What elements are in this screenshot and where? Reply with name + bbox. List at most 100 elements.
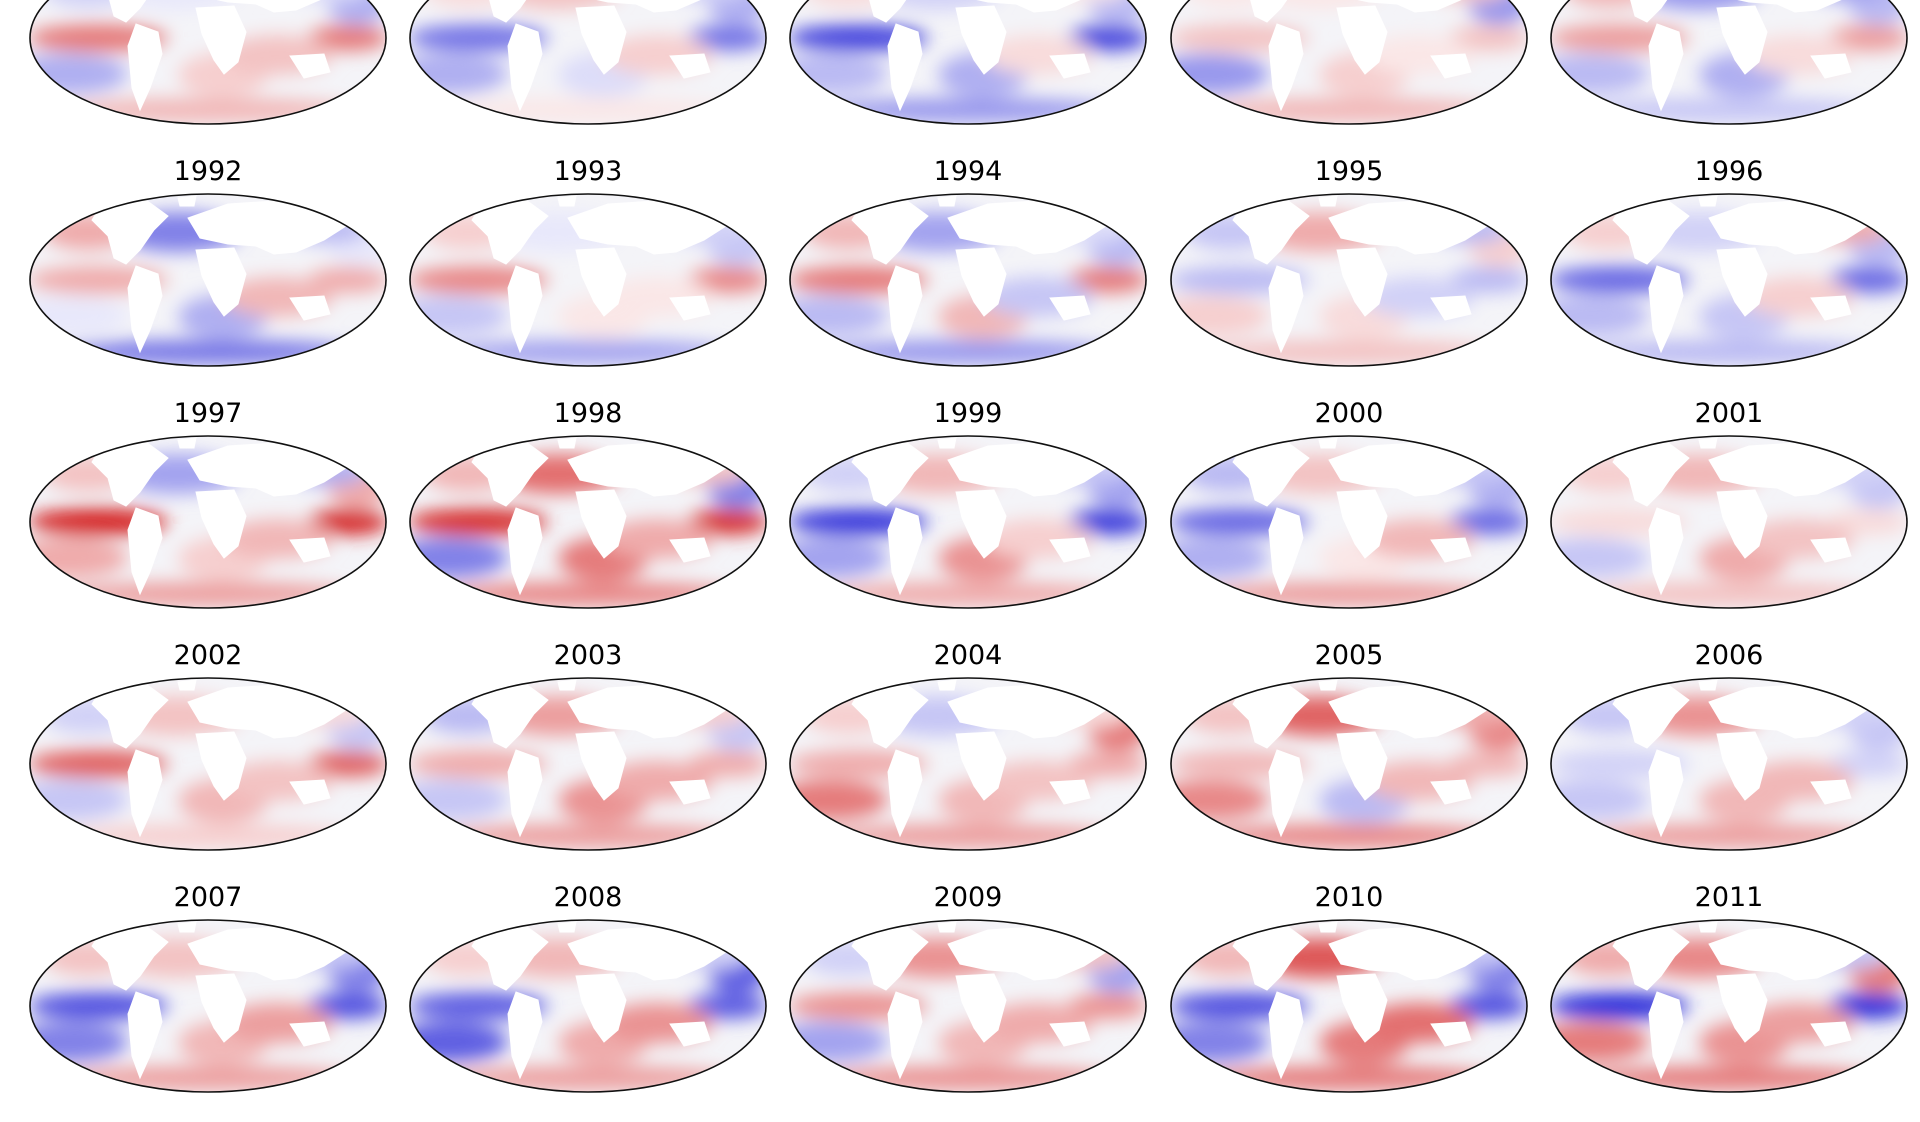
anomaly-map — [1170, 193, 1528, 367]
anomaly-map — [29, 677, 387, 851]
anomaly-region — [1068, 751, 1146, 777]
map-outline — [409, 0, 767, 125]
map-panel: 1998 — [408, 396, 768, 638]
anomaly-region — [818, 582, 1118, 606]
anomaly-region — [1449, 993, 1527, 1019]
land-mask — [851, 925, 929, 991]
anomaly-region — [1199, 98, 1499, 122]
land-mask — [177, 195, 197, 207]
land-mask — [1318, 195, 1338, 207]
anomaly-map — [29, 193, 387, 367]
map-panel: 2011 — [1549, 880, 1909, 1122]
land-mask — [567, 0, 727, 13]
panel-year-title: 2005 — [1314, 640, 1384, 671]
land-mask — [1716, 489, 1768, 559]
map-outline — [1170, 193, 1528, 367]
land-mask — [1716, 5, 1768, 75]
anomaly-region — [1579, 98, 1879, 122]
anomaly-region — [58, 582, 358, 606]
anomaly-map — [409, 677, 767, 851]
land-mask — [1232, 441, 1310, 507]
map-outline — [1550, 193, 1908, 367]
land-mask — [1716, 973, 1768, 1043]
panel-year-title: 1994 — [933, 156, 1003, 187]
anomaly-region — [1579, 1066, 1879, 1090]
panel-year-title: 2004 — [933, 640, 1003, 671]
anomaly-region — [328, 0, 386, 25]
land-mask — [91, 683, 169, 749]
land-mask — [1336, 731, 1388, 801]
anomaly-region — [1068, 509, 1146, 535]
land-mask — [289, 1021, 331, 1047]
anomaly-map — [29, 435, 387, 609]
land-mask — [471, 925, 549, 991]
map-outline — [1550, 0, 1908, 125]
land-mask — [91, 925, 169, 991]
land-mask — [127, 23, 163, 112]
land-mask — [195, 247, 247, 317]
land-mask — [669, 537, 711, 563]
map-outline — [789, 677, 1147, 851]
land-mask — [289, 537, 331, 563]
land-mask — [91, 199, 169, 265]
panel-year-title: 2009 — [933, 882, 1003, 913]
land-mask — [1708, 0, 1868, 13]
land-mask — [127, 507, 163, 596]
panel-year-title: 1998 — [553, 398, 623, 429]
anomaly-map — [789, 677, 1147, 851]
anomaly-region — [1068, 25, 1146, 51]
anomaly-map — [1170, 435, 1528, 609]
map-panel — [28, 0, 388, 154]
anomaly-region — [308, 25, 386, 51]
map-panel: 2002 — [28, 638, 388, 880]
panel-year-title: 1995 — [1314, 156, 1384, 187]
anomaly-map — [789, 919, 1147, 1093]
land-mask — [947, 0, 1107, 13]
map-panel: 2004 — [788, 638, 1148, 880]
panel-year-title: 1993 — [553, 156, 623, 187]
anomaly-region — [1449, 751, 1527, 777]
land-mask — [127, 749, 163, 838]
panel-year-title: 1997 — [173, 398, 243, 429]
land-mask — [1648, 265, 1684, 354]
map-outline — [29, 435, 387, 609]
panel-year-title: 2000 — [1314, 398, 1384, 429]
land-mask — [195, 489, 247, 559]
map-panel: 2003 — [408, 638, 768, 880]
anomaly-region — [688, 267, 766, 293]
panel-year-title: 1996 — [1694, 156, 1764, 187]
anomaly-map — [29, 0, 387, 125]
land-mask — [507, 991, 543, 1080]
land-mask — [575, 973, 627, 1043]
map-panel: 2001 — [1549, 396, 1909, 638]
land-mask — [669, 53, 711, 79]
land-mask — [1430, 537, 1472, 563]
land-mask — [1810, 779, 1852, 805]
map-outline — [409, 677, 767, 851]
land-mask — [1318, 679, 1338, 691]
anomaly-region — [688, 509, 766, 535]
land-mask — [1232, 0, 1310, 23]
land-mask — [1648, 749, 1684, 838]
land-mask — [471, 683, 549, 749]
land-mask — [1430, 295, 1472, 321]
land-mask — [1698, 437, 1718, 449]
land-mask — [937, 921, 957, 933]
panel-year-title: 2006 — [1694, 640, 1764, 671]
anomaly-map — [1550, 193, 1908, 367]
map-panel: 2006 — [1549, 638, 1909, 880]
land-mask — [1716, 247, 1768, 317]
map-panel: 1999 — [788, 396, 1148, 638]
land-mask — [557, 195, 577, 207]
land-mask — [669, 1021, 711, 1047]
land-mask — [1810, 537, 1852, 563]
map-outline — [1170, 0, 1528, 125]
land-mask — [955, 247, 1007, 317]
map-outline — [789, 193, 1147, 367]
land-mask — [955, 489, 1007, 559]
land-mask — [1336, 247, 1388, 317]
land-mask — [1336, 973, 1388, 1043]
land-mask — [1648, 507, 1684, 596]
map-panel: 1994 — [788, 154, 1148, 396]
anomaly-region — [1579, 340, 1879, 364]
